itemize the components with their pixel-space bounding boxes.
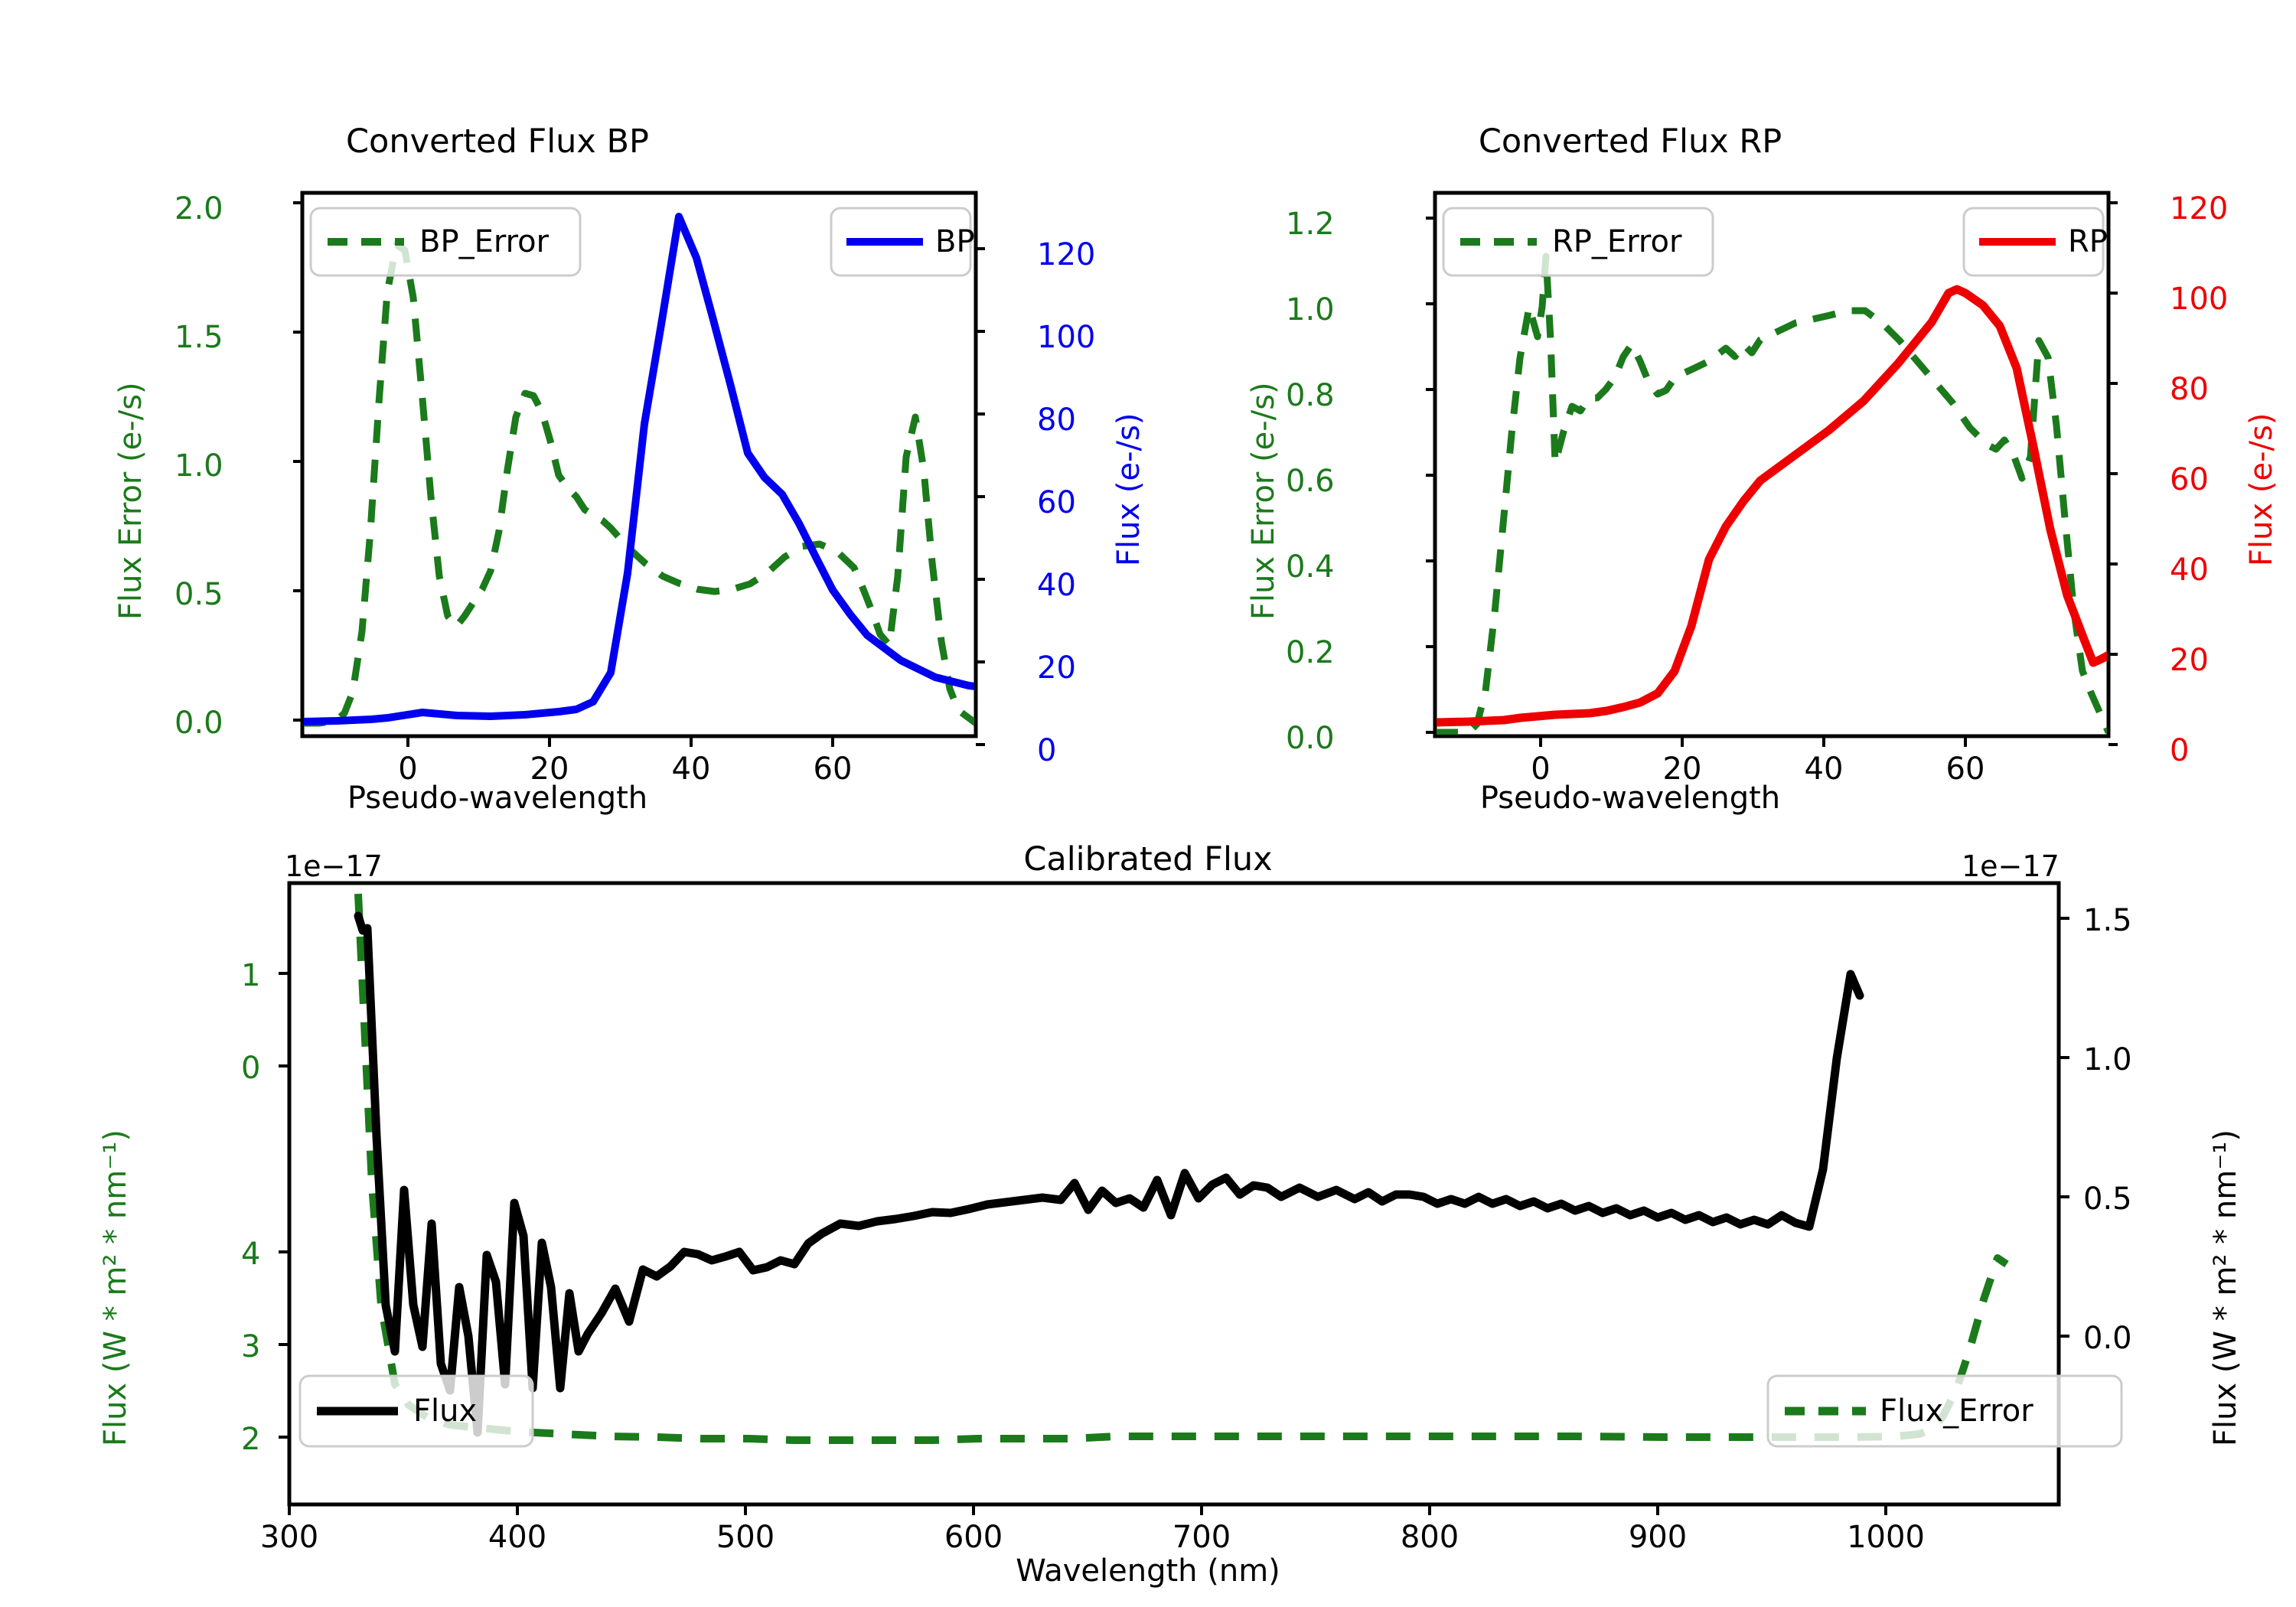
bp-ytick-right-2: 40 [1037, 568, 1076, 603]
cal-ytick-left-3: 3 [241, 1329, 261, 1364]
cal-legend-flux-error[interactable]: Flux_Error [1766, 1374, 2123, 1448]
cal-plot-svg: Flux Flux_Error [279, 881, 2123, 1515]
panel-converted-flux-bp: Converted Flux BP Flux Error (e-/s) Flux… [0, 0, 1163, 826]
bp-legend-bp-label: BP [935, 224, 975, 259]
bp-axes-frame [300, 191, 978, 738]
cal-left-ticks [279, 972, 289, 1439]
cal-ytick-left-4: 4 [241, 1237, 261, 1272]
cal-ytick-left-2: 2 [241, 1422, 261, 1457]
rp-right-ticks [2108, 201, 2118, 746]
cal-ytick-left-1: 1 [241, 958, 261, 993]
cal-xtick-2: 500 [716, 1520, 775, 1555]
rp-ytick-right-0: 0 [2170, 733, 2190, 768]
bp-ytick-left-0: 2.0 [174, 191, 223, 227]
bp-ytick-right-0: 0 [1037, 733, 1057, 768]
cal-legend-flux-error-label: Flux_Error [1880, 1393, 2033, 1429]
cal-xtick-1: 400 [488, 1520, 547, 1555]
cal-left-offset-text: 1e−17 [285, 849, 383, 883]
cal-xtick-5: 800 [1400, 1520, 1459, 1555]
rp-ytick-left-2: 0.4 [1286, 549, 1335, 585]
bp-ytick-left-3: 0.5 [174, 577, 223, 612]
rp-ytick-left-5: 1.0 [1286, 292, 1335, 328]
rp-xtick-3: 60 [1945, 751, 1985, 787]
cal-legend-flux-label: Flux [413, 1393, 477, 1429]
rp-ytick-right-3: 60 [2170, 462, 2209, 497]
rp-ytick-right-6: 120 [2170, 191, 2229, 227]
rp-ytick-left-4: 0.8 [1286, 378, 1335, 413]
panel-converted-flux-rp: Converted Flux RP Flux Error (e-/s) Flux… [1133, 0, 2296, 826]
bp-xtick-1: 20 [530, 751, 569, 787]
rp-xtick-1: 20 [1662, 751, 1702, 787]
cal-legend-flux[interactable]: Flux [298, 1374, 534, 1448]
rp-legend-error[interactable]: RP_Error [1442, 207, 1714, 277]
rp-ytick-left-1: 0.2 [1286, 635, 1335, 670]
rp-xtick-2: 40 [1804, 751, 1844, 787]
rp-ytick-right-1: 20 [2170, 643, 2209, 678]
bp-xtick-2: 40 [671, 751, 711, 787]
bp-left-ticks [293, 201, 302, 722]
rp-ytick-right-4: 80 [2170, 372, 2209, 407]
rp-flux-series [1437, 285, 2107, 727]
panel-calibrated-flux: Calibrated Flux 1e−17 1e−17 Flux (W * m²… [0, 826, 2296, 1607]
rp-panel-title: Converted Flux RP [1478, 122, 1782, 161]
cal-xtick-4: 700 [1172, 1520, 1231, 1555]
rp-ytick-right-5: 100 [2170, 282, 2229, 317]
rp-legend-rp[interactable]: RP [1962, 207, 2108, 277]
bp-legend-error[interactable]: BP_Error [309, 207, 582, 277]
bp-xtick-0: 0 [398, 751, 418, 787]
rp-axes-frame [1433, 191, 2111, 738]
rp-ytick-left-3: 0.6 [1286, 464, 1335, 499]
bp-ytick-right-3: 60 [1037, 485, 1076, 520]
rp-bottom-ticks [1539, 736, 1967, 747]
cal-ytick-right-1: 0.5 [2083, 1182, 2132, 1217]
bp-ytick-right-6: 120 [1037, 237, 1096, 272]
cal-panel-title: Calibrated Flux [1023, 840, 1273, 878]
rp-legend-rp-label: RP [2068, 224, 2108, 259]
cal-right-offset-text: 1e−17 [1962, 849, 2060, 883]
bp-ytick-right-4: 80 [1037, 403, 1076, 438]
rp-ytick-left-0: 0.0 [1286, 721, 1335, 756]
bp-ytick-left-1: 1.5 [174, 320, 223, 355]
rp-legend-error-label: RP_Error [1552, 224, 1682, 259]
bp-flux-series [304, 213, 974, 725]
bp-right-ticks [976, 247, 985, 746]
bp-plot-svg: BP_Error BP [293, 191, 985, 747]
rp-x-axis-label: Pseudo-wavelength [1479, 781, 1781, 816]
cal-right-ticks [2059, 917, 2069, 1338]
bp-legend-bp[interactable]: BP [830, 207, 975, 277]
rp-ytick-left-6: 1.2 [1286, 207, 1335, 242]
cal-xtick-6: 900 [1628, 1520, 1688, 1555]
bp-bottom-ticks [406, 736, 834, 747]
rp-error-series [1437, 253, 2107, 735]
bp-x-axis-label: Pseudo-wavelength [347, 781, 648, 816]
cal-ytick-right-2: 1.0 [2083, 1042, 2132, 1077]
rp-plot-svg: RP_Error RP [1426, 191, 2118, 747]
cal-flux-series [354, 911, 1864, 1437]
bp-ytick-left-2: 1.0 [174, 448, 223, 484]
cal-xtick-7: 1000 [1847, 1520, 1925, 1555]
cal-ytick-right-0: 0.0 [2083, 1321, 2132, 1356]
bp-xtick-3: 60 [813, 751, 853, 787]
rp-left-ticks [1426, 217, 1435, 734]
cal-xtick-0: 300 [259, 1520, 319, 1555]
cal-bottom-ticks [288, 1504, 1887, 1515]
bp-ytick-left-4: 0.0 [174, 706, 223, 741]
cal-xtick-3: 600 [944, 1520, 1003, 1555]
rp-ytick-right-2: 40 [2170, 553, 2209, 588]
cal-ytick-left-0: 0 [241, 1051, 261, 1086]
cal-flux-error-series [354, 893, 2009, 1444]
rp-xtick-0: 0 [1531, 751, 1551, 787]
bp-panel-title: Converted Flux BP [346, 122, 649, 161]
cal-x-axis-label: Wavelength (nm) [1016, 1553, 1280, 1589]
cal-axes-frame [287, 881, 2061, 1507]
cal-ytick-right-3: 1.5 [2083, 903, 2132, 938]
bp-ytick-right-5: 100 [1037, 320, 1096, 355]
bp-legend-error-label: BP_Error [419, 224, 550, 259]
bp-ytick-right-1: 20 [1037, 650, 1076, 686]
